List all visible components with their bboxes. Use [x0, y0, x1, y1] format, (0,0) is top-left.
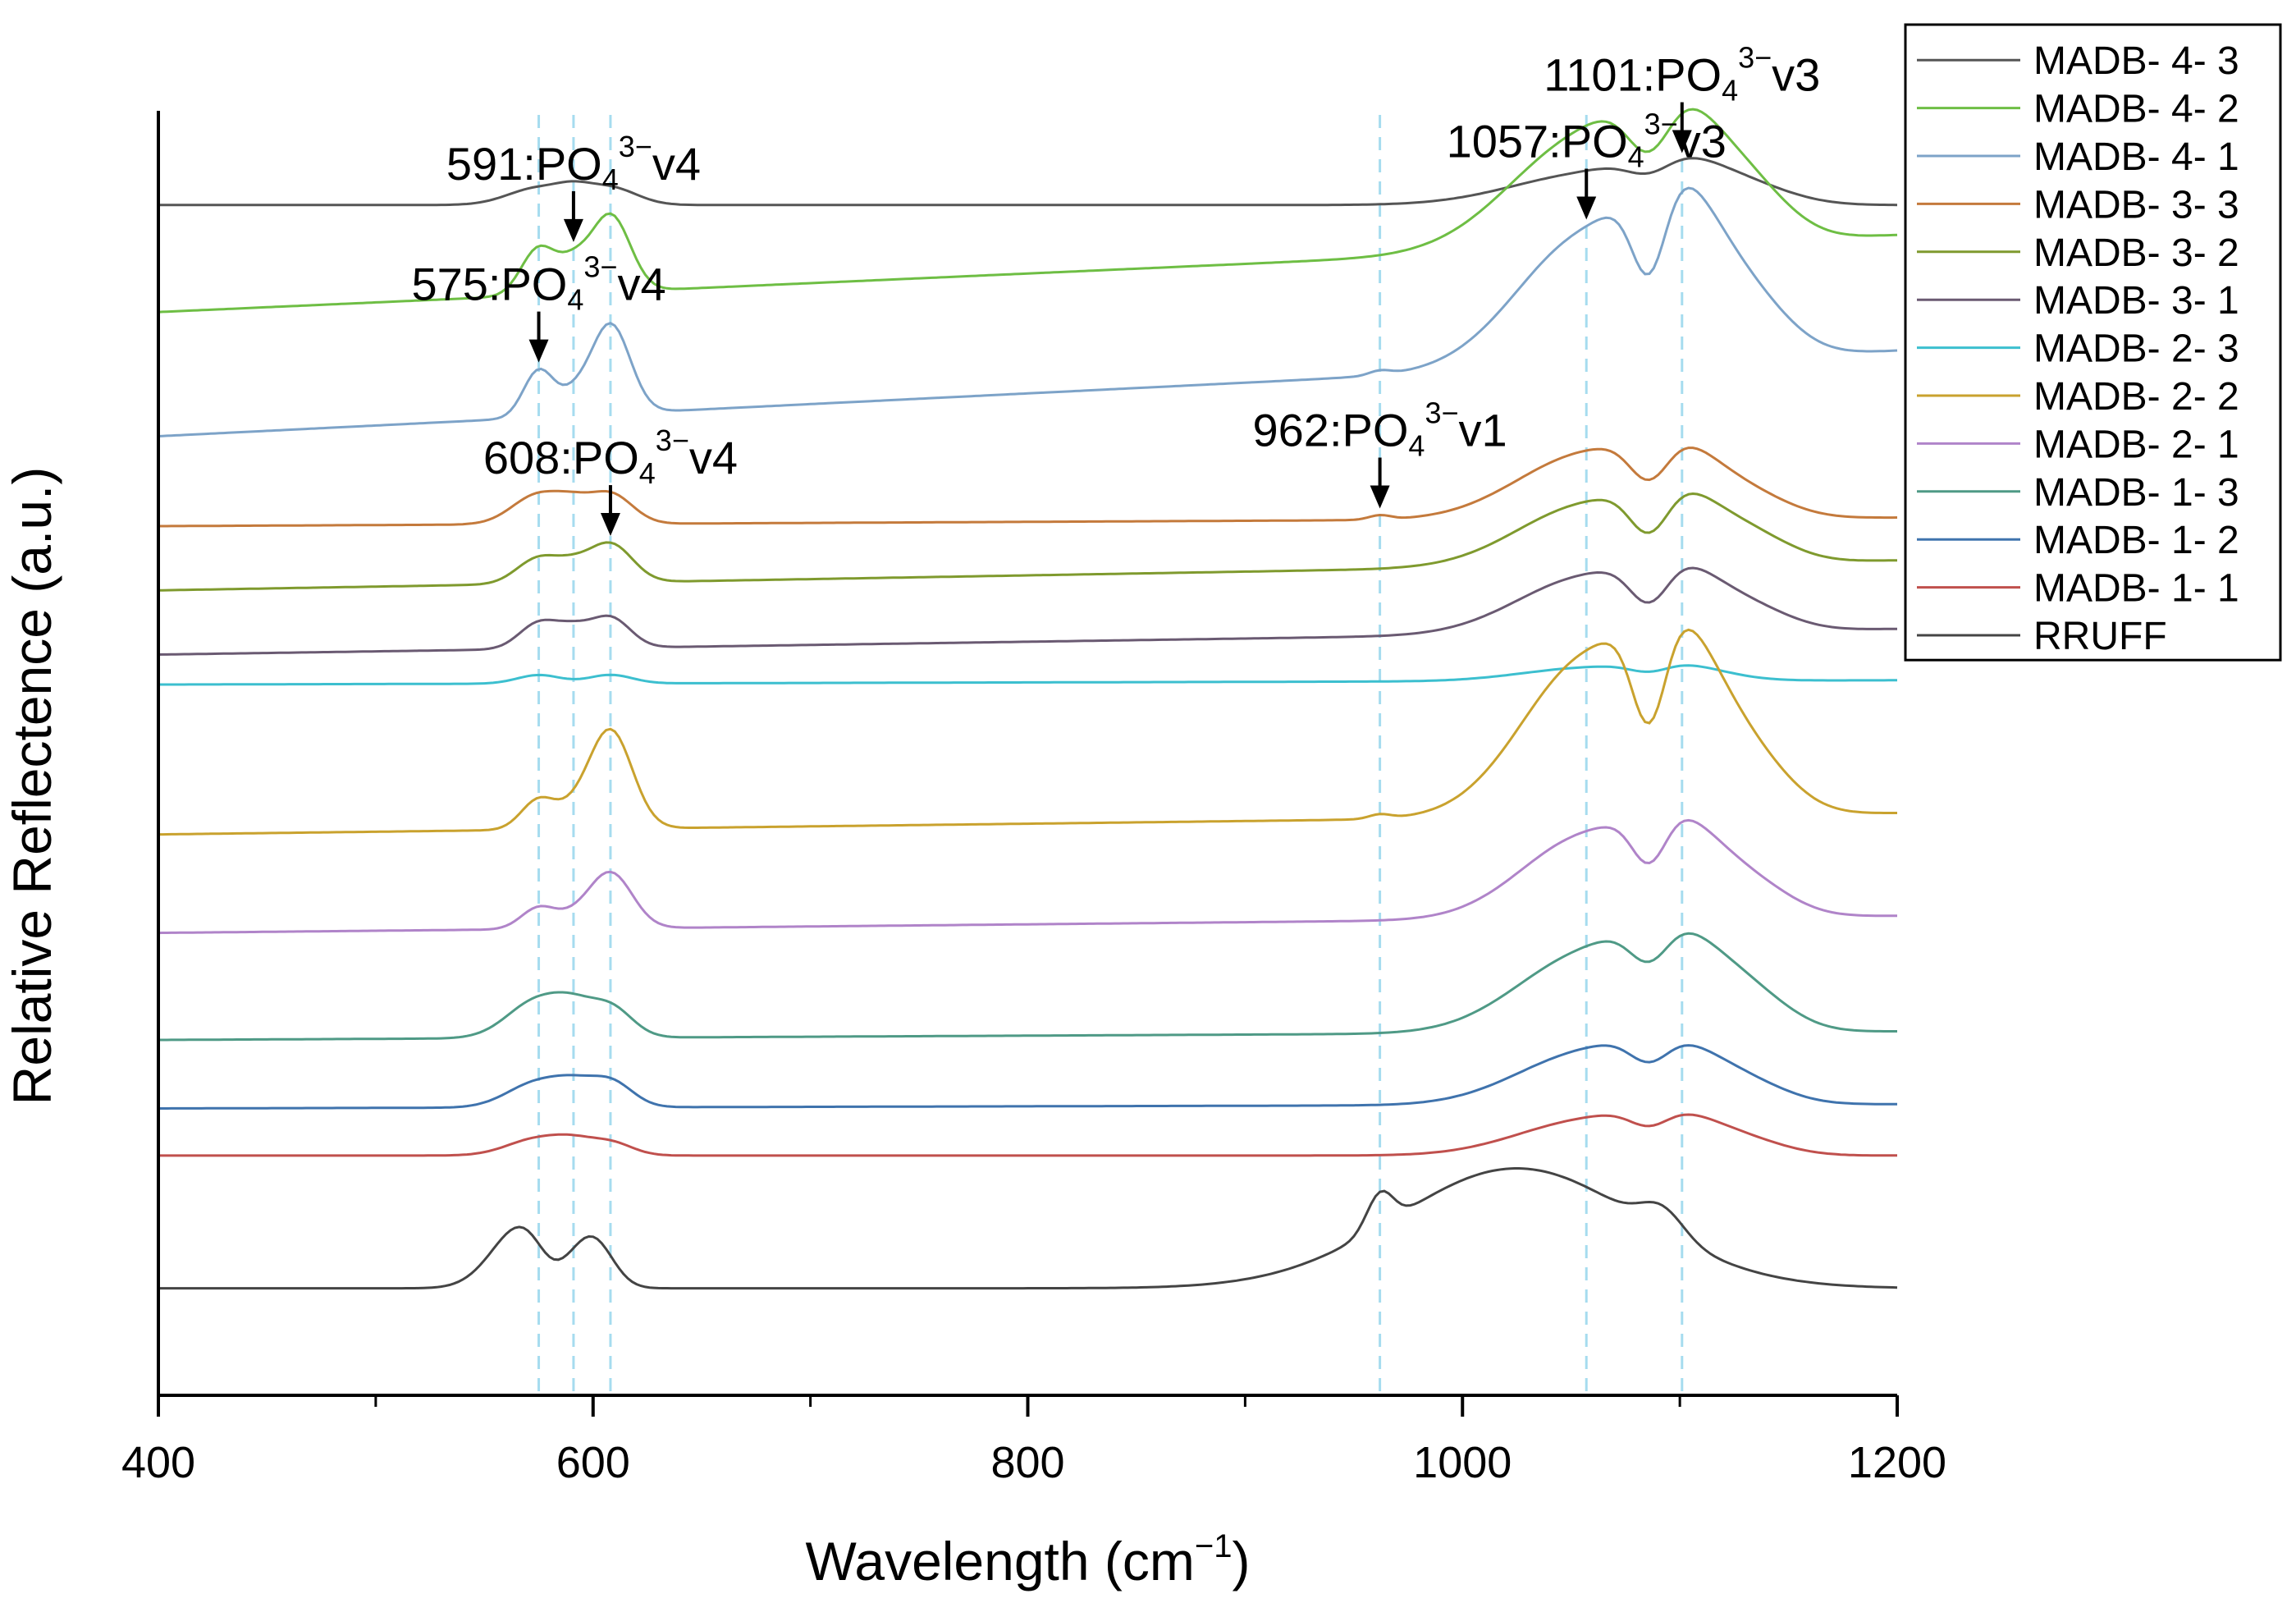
legend-item-madb-4-2: MADB- 4- 2: [1917, 88, 2239, 131]
series-line-madb-2-3: [158, 664, 1897, 686]
legend-item-madb-2-1: MADB- 2- 1: [1917, 423, 2239, 466]
legend-label: MADB- 2- 3: [2033, 327, 2239, 371]
series-line-madb-2-2: [158, 628, 1897, 836]
annotation-arrow-head: [600, 513, 620, 537]
peak-annotations: 1101:PO43−v3 591:PO43−v4 1057:PO43−v3 575:P…: [411, 41, 1820, 537]
series-line-madb-1-3: [158, 932, 1897, 1042]
legend-label: MADB- 3- 3: [2033, 183, 2239, 227]
legend-item-madb-1-3: MADB- 1- 3: [1917, 471, 2239, 515]
legend-item-madb-2-3: MADB- 2- 3: [1917, 327, 2239, 371]
legend-item-madb-2-2: MADB- 2- 2: [1917, 375, 2239, 419]
annotation-1057: 1057:PO43−v3: [1447, 108, 1727, 220]
x-tick-label: 800: [990, 1438, 1064, 1487]
annotation-arrow-head: [1672, 130, 1692, 153]
legend-item-rruff: RRUFF: [1917, 615, 2167, 658]
annotation-arrow-head: [528, 339, 549, 363]
annotation-962: 962:PO43−v1: [1253, 396, 1507, 509]
series-line-rruff: [158, 1167, 1898, 1290]
series-line-madb-3-3: [158, 447, 1898, 528]
series-line-madb-1-2: [158, 1044, 1897, 1110]
series-line-madb-1-1: [158, 1113, 1897, 1157]
legend-label: MADB- 1- 3: [2033, 471, 2239, 515]
series-lines: [158, 108, 1898, 1290]
annotation-arrow-head: [1576, 196, 1597, 220]
x-axis-title: Wavelength (cm−1): [806, 1528, 1251, 1591]
annotation-591: 591:PO43−v4: [446, 130, 701, 242]
legend-item-madb-1-2: MADB- 1- 2: [1917, 519, 2239, 562]
annotation-arrow-head: [1370, 485, 1390, 509]
legend-item-madb-1-1: MADB- 1- 1: [1917, 567, 2239, 611]
x-ticks: 400 600 800 1000 1200: [121, 1395, 1946, 1487]
annotation-1101: 1101:PO43−v3: [1544, 41, 1820, 153]
legend-label: MADB- 3- 1: [2033, 279, 2239, 323]
legend-label: MADB- 4- 3: [2033, 39, 2239, 83]
legend-label: RRUFF: [2033, 615, 2167, 658]
legend-label: MADB- 1- 1: [2033, 567, 2239, 611]
axes: 400 600 800 1000 1200: [121, 111, 1946, 1487]
annotation-arrow-head: [563, 218, 583, 242]
legend-item-madb-3-1: MADB- 3- 1: [1917, 279, 2239, 323]
legend-item-madb-4-3: MADB- 4- 3: [1917, 39, 2239, 83]
x-tick-label: 1000: [1413, 1438, 1512, 1487]
legend-box: [1904, 23, 2282, 662]
series-line-madb-3-2: [158, 492, 1898, 592]
x-tick-label: 400: [121, 1438, 195, 1487]
legend-item-madb-3-3: MADB- 3- 3: [1917, 183, 2239, 227]
annotation-label: 1101:PO43−v3: [1544, 41, 1820, 108]
annotation-label: 962:PO43−v1: [1253, 396, 1507, 463]
annotation-label: 1057:PO43−v3: [1447, 108, 1727, 174]
legend-item-madb-4-1: MADB- 4- 1: [1917, 135, 2239, 179]
x-tick-label: 600: [556, 1438, 630, 1487]
legend-item-madb-3-2: MADB- 3- 2: [1917, 231, 2239, 275]
y-axis-title: Relative Reflectence (a.u.): [2, 467, 62, 1106]
legend-label: MADB- 2- 2: [2033, 375, 2239, 419]
reference-lines: [537, 115, 1684, 1391]
annotation-608: 608:PO43−v4: [483, 424, 738, 537]
series-line-madb-2-1: [158, 818, 1897, 935]
legend-label: MADB- 2- 1: [2033, 423, 2239, 466]
legend-label: MADB- 4- 1: [2033, 135, 2239, 179]
annotation-label: 591:PO43−v4: [446, 130, 701, 196]
series-line-madb-4-2: [158, 108, 1898, 314]
series-line-madb-3-1: [158, 566, 1897, 656]
series-line-madb-4-1: [158, 186, 1898, 437]
legend-label: MADB- 3- 2: [2033, 231, 2239, 275]
annotation-label: 575:PO43−v4: [411, 250, 665, 317]
legend-label: MADB- 4- 2: [2033, 88, 2239, 131]
annotation-575: 575:PO43−v4: [411, 250, 666, 363]
legend-label: MADB- 1- 2: [2033, 519, 2239, 562]
series-line-madb-4-3: [158, 157, 1898, 207]
annotation-label: 608:PO43−v4: [483, 424, 738, 490]
x-tick-label: 1200: [1848, 1438, 1946, 1487]
